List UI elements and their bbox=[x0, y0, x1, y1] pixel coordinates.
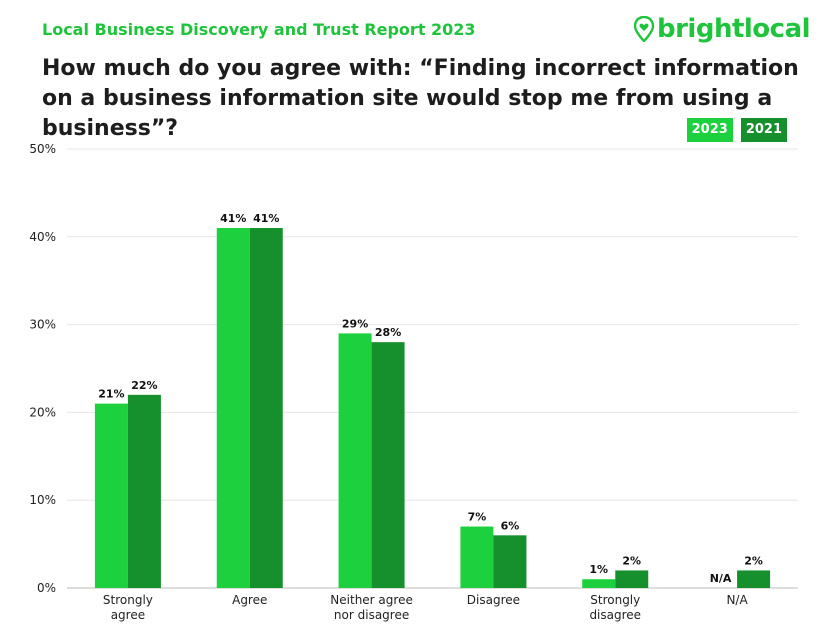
y-tick-label: 0% bbox=[37, 581, 56, 595]
data-label: N/A bbox=[710, 572, 732, 585]
x-axis-ticks: Strongly agree Agree Neither agree nor disag… bbox=[103, 593, 749, 622]
report-title: Local Business Discovery and Trust Repor… bbox=[42, 20, 476, 39]
data-label: 21% bbox=[98, 388, 124, 401]
data-label: 41% bbox=[253, 212, 279, 225]
y-tick-label: 50% bbox=[29, 142, 56, 156]
survey-question: How much do you agree with: “Finding inc… bbox=[42, 56, 799, 141]
x-tick-label: N/A bbox=[726, 593, 748, 607]
bar-2021-3 bbox=[493, 535, 527, 588]
data-label: 1% bbox=[589, 563, 608, 576]
y-tick-label: 30% bbox=[29, 318, 56, 332]
brightlocal-logo: brightlocal bbox=[634, 14, 811, 44]
data-label: 2% bbox=[622, 554, 641, 567]
bar-2021-0 bbox=[127, 394, 161, 588]
y-axis-ticks: 0% 10% 20% 30% 40% 50% bbox=[29, 142, 56, 595]
bar-2023-3 bbox=[460, 526, 494, 588]
data-label: 28% bbox=[375, 326, 401, 339]
bar-2021-2 bbox=[371, 342, 405, 588]
data-labels: 21% 22% 41% 41% 29% 28% 7% 6% 1% 2% N/A 2% bbox=[98, 212, 763, 585]
bar-2023-2 bbox=[338, 333, 372, 588]
x-tick-label: Neither agree nor disagree bbox=[330, 593, 413, 622]
y-tick-label: 20% bbox=[29, 405, 56, 419]
x-tick-label: Disagree bbox=[467, 593, 520, 607]
bar-2021-4 bbox=[615, 570, 649, 588]
bars bbox=[94, 228, 771, 588]
legend-item-2021: 2021 bbox=[740, 118, 787, 142]
x-tick-label: Strongly disagree bbox=[589, 593, 641, 622]
data-label: 22% bbox=[131, 379, 157, 392]
data-label: 7% bbox=[468, 511, 487, 524]
bar-2021-1 bbox=[249, 228, 283, 588]
y-tick-label: 40% bbox=[29, 230, 56, 244]
x-tick-label: Strongly agree bbox=[103, 593, 153, 622]
bar-2021-5 bbox=[737, 570, 771, 588]
chart-legend: 2023 2021 bbox=[686, 118, 787, 142]
brand-name: brightlocal bbox=[657, 14, 811, 44]
bar-2023-1 bbox=[216, 228, 250, 588]
map-pin-heart-icon bbox=[634, 16, 654, 42]
bar-2023-0 bbox=[94, 403, 128, 588]
grid-lines bbox=[67, 148, 798, 589]
y-tick-label: 10% bbox=[29, 493, 56, 507]
data-label: 6% bbox=[501, 519, 520, 532]
data-label: 2% bbox=[744, 554, 763, 567]
legend-item-2023: 2023 bbox=[686, 118, 733, 142]
x-tick-label: Agree bbox=[232, 593, 267, 607]
bar-2023-4 bbox=[582, 579, 616, 588]
data-label: 29% bbox=[342, 317, 368, 330]
data-label: 41% bbox=[220, 212, 246, 225]
